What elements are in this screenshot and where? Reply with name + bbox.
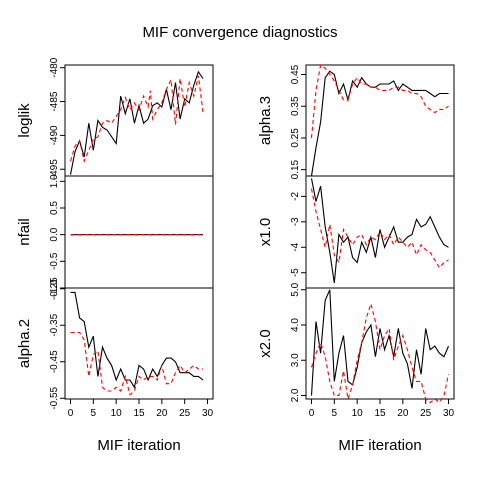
x-tick-label: 0: [68, 408, 74, 419]
y-tick-label: -0.45: [49, 350, 60, 373]
y-tick-label: -480: [49, 57, 60, 77]
panel-nfail: nfail 1.0 0.5 0.0 -0.5 -1.0: [16, 174, 214, 297]
y-tick-label: -4: [290, 242, 301, 251]
x-axis-label-left: MIF iteration: [97, 437, 180, 454]
series-1-line: [70, 291, 204, 389]
x-tick-label: 25: [420, 408, 432, 419]
x-axis-label-right: MIF iteration: [338, 437, 421, 454]
y-tick-label: 3.0: [290, 353, 301, 367]
x-tick-label: 10: [111, 408, 123, 419]
series-1-line: [310, 289, 450, 396]
panel-loglik: loglik -480 -485 -490 -495: [16, 57, 214, 179]
y-tick-label: 0.5: [49, 201, 60, 215]
y-tick-label: 0.15: [290, 159, 301, 179]
series-2-line: [70, 331, 203, 396]
panel-ylabel: x2.0: [257, 329, 274, 357]
panel-ylabel: alpha.3: [257, 96, 274, 145]
y-tick-label: -485: [49, 91, 60, 111]
panel-alpha-2: alpha.2 -0.25 -0.35 -0.45 -0.55 0 5 10 15 20 25 30: [16, 277, 214, 419]
x-tick-label: 25: [179, 408, 191, 419]
panel-ylabel: loglik: [16, 103, 33, 138]
y-tick-label: -495: [49, 159, 60, 179]
panel-frame: [64, 175, 214, 289]
y-tick-label: -3: [290, 217, 301, 226]
panel-ylabel: nfail: [16, 218, 33, 246]
x-tick-label: 20: [397, 408, 409, 419]
panel-ylabel: alpha.2: [16, 319, 33, 368]
y-tick-label: -2: [290, 191, 301, 200]
series-1-line: [310, 70, 449, 177]
y-tick-label: 0.45: [290, 64, 301, 84]
x-tick-label: 30: [443, 408, 455, 419]
y-tick-label: 4.0: [290, 318, 301, 332]
y-tick-label: -0.5: [49, 252, 60, 270]
x-tick-label: 5: [332, 408, 338, 419]
x-tick-label: 5: [91, 408, 97, 419]
series-2-line: [310, 188, 449, 269]
x-tick-label: 15: [374, 408, 386, 419]
x-tick-label: 0: [309, 408, 315, 419]
series-2-line: [69, 75, 204, 163]
y-tick-label: -0.25: [49, 277, 60, 300]
y-tick-label: 0.25: [290, 128, 301, 148]
y-tick-label: 0.35: [290, 96, 301, 116]
panel-x2-0: x2.0 2.0 3.0 4.0 5.0 0 5 10 15 20 25 30: [257, 282, 455, 419]
y-tick-label: -490: [49, 125, 60, 145]
panel-frame: [305, 287, 455, 400]
x-tick-label: 30: [202, 408, 214, 419]
chart-title: MIF convergence diagnostics: [142, 24, 337, 41]
x-tick-label: 20: [156, 408, 168, 419]
series-2-line: [310, 301, 450, 404]
y-tick-label: -1.0: [49, 279, 60, 297]
y-tick-label: 5.0: [290, 282, 301, 296]
y-tick-label: -5: [290, 268, 301, 277]
panel-ylabel: x1.0: [257, 218, 274, 246]
panel-frame: [305, 64, 455, 177]
panel-x1-0: x1.0 -2 -3 -4 -5: [257, 175, 455, 289]
y-tick-label: -0.55: [49, 386, 60, 409]
x-tick-label: 10: [352, 408, 364, 419]
x-tick-label: 15: [133, 408, 145, 419]
y-tick-label: -0.35: [49, 313, 60, 336]
series-1-line: [310, 178, 449, 283]
y-tick-label: 0.0: [49, 227, 60, 241]
series-1-line: [69, 70, 204, 175]
y-tick-label: 2.0: [290, 388, 301, 402]
y-tick-label: 1.0: [49, 174, 60, 188]
panel-alpha-3: alpha.3 0.15 0.25 0.35 0.45: [257, 64, 455, 179]
panel-frame: [64, 64, 214, 177]
panel-frame: [64, 287, 214, 400]
panels: loglik -480 -485 -490 -495 nfail 1.0 0.5 0.0 -0.5…: [16, 57, 455, 419]
series-2-line: [310, 64, 449, 138]
